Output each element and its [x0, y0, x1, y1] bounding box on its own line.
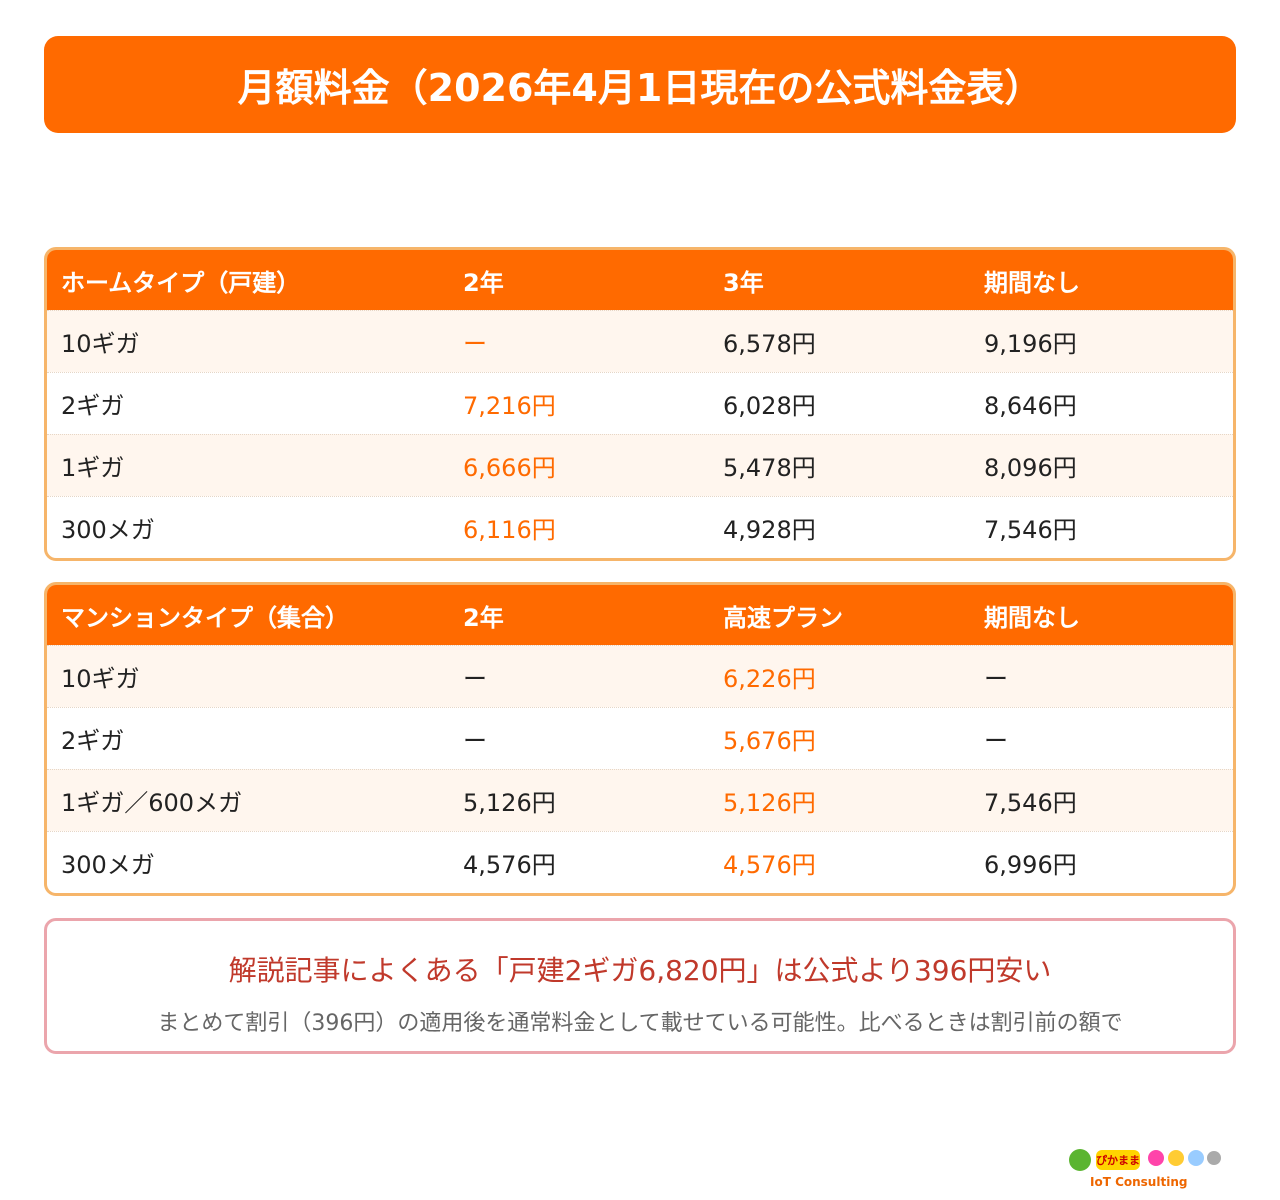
table-cell: 1ギガ／600メガ: [61, 789, 243, 817]
header-cell: 2年: [463, 268, 504, 297]
table-cell: 7,546円: [984, 789, 1077, 817]
note-title: 解説記事によくある「戸建2ギガ6,820円」は公式より396円安い: [228, 954, 1052, 987]
title-bar: 月額料金（2026年4月1日現在の公式料金表）: [44, 36, 1236, 133]
table-row: 10ギガ ー 6,226円 ー: [47, 645, 1233, 707]
table-cell: 300メガ: [61, 516, 155, 544]
table-cell: 6,028円: [723, 392, 816, 420]
header-cell: ホームタイプ（戸建）: [61, 268, 301, 297]
logo: ぴかまま IoT Consulting: [1066, 1140, 1226, 1192]
table-cell: 4,928円: [723, 516, 816, 544]
table-cell: 5,478円: [723, 454, 816, 482]
table-cell: ー: [463, 727, 487, 755]
header-cell: 高速プラン: [723, 603, 843, 632]
table-cell: 7,546円: [984, 516, 1077, 544]
header-cell: 期間なし: [984, 603, 1080, 632]
table-cell: 1ギガ: [61, 454, 125, 482]
table-row: 1ギガ 6,666円 5,478円 8,096円: [47, 434, 1233, 496]
logo-graphic: ぴかまま IoT Consulting: [1069, 1149, 1221, 1189]
table-cell: 5,676円: [723, 727, 816, 755]
price-table: マンションタイプ（集合） 2年 高速プラン 期間なし 10ギガー 6,226円ー 2ギガー 5…: [44, 582, 1236, 896]
table-cell: 8,646円: [984, 392, 1077, 420]
table-cell: 6,116円: [463, 516, 556, 544]
table-cell: 8,096円: [984, 454, 1077, 482]
table-cell: 6,666円: [463, 454, 556, 482]
table-cell: 5,126円: [463, 789, 556, 817]
table-cell: ー: [463, 330, 487, 358]
header-cell: 期間なし: [984, 268, 1080, 297]
table-cell: 9,196円: [984, 330, 1077, 358]
table-cell: 300メガ: [61, 851, 155, 879]
logo-name: ぴかまま: [1096, 1154, 1140, 1167]
table-cell: ー: [463, 665, 487, 693]
table-cell: 7,216円: [463, 392, 556, 420]
table-row: 300メガ 6,116円 4,928円 7,546円: [47, 496, 1233, 558]
table-cell: 10ギガ: [61, 330, 140, 358]
table-cell: 10ギガ: [61, 665, 140, 693]
table-cell: 2ギガ: [61, 727, 125, 755]
table-cell: 6,996円: [984, 851, 1077, 879]
table-cell: 4,576円: [723, 851, 816, 879]
table-row: 1ギガ／600メガ 5,126円 5,126円 7,546円: [47, 769, 1233, 831]
table-cell: 5,126円: [723, 789, 816, 817]
table-cell: ー: [984, 665, 1008, 693]
logo-sub: IoT Consulting: [1090, 1175, 1187, 1189]
table-cell: 6,226円: [723, 665, 816, 693]
header-row: ホームタイプ（戸建） 2年 3年 期間なし: [47, 250, 1233, 310]
header-cell: 2年: [463, 603, 504, 632]
table-row: 2ギガ ー 5,676円 ー: [47, 707, 1233, 769]
table-row: 10ギガ ー 6,578円 9,196円: [47, 310, 1233, 372]
note-box: 解説記事によくある「戸建2ギガ6,820円」は公式より396円安い まとめて割引…: [44, 918, 1236, 1054]
price-table: ホームタイプ（戸建） 2年 3年 期間なし 10ギガ ー 6,578円 9,196円 2ギガ 7,…: [44, 247, 1236, 561]
note-body: まとめて割引（396円）の適用後を通常料金として載せている可能性。比べるときは割…: [157, 1011, 1123, 1036]
table-row: 2ギガ 7,216円 6,028円 8,646円: [47, 372, 1233, 434]
table-cell: 4,576円: [463, 851, 556, 879]
table-cell: ー: [984, 727, 1008, 755]
table-cell: 6,578円: [723, 330, 816, 358]
header-cell: 3年: [723, 268, 764, 297]
header-cell: マンションタイプ（集合）: [61, 603, 349, 632]
header-row: マンションタイプ（集合） 2年 高速プラン 期間なし: [47, 585, 1233, 645]
table-row: 300メガ 4,576円 4,576円 6,996円: [47, 831, 1233, 893]
table-cell: 2ギガ: [61, 392, 125, 420]
